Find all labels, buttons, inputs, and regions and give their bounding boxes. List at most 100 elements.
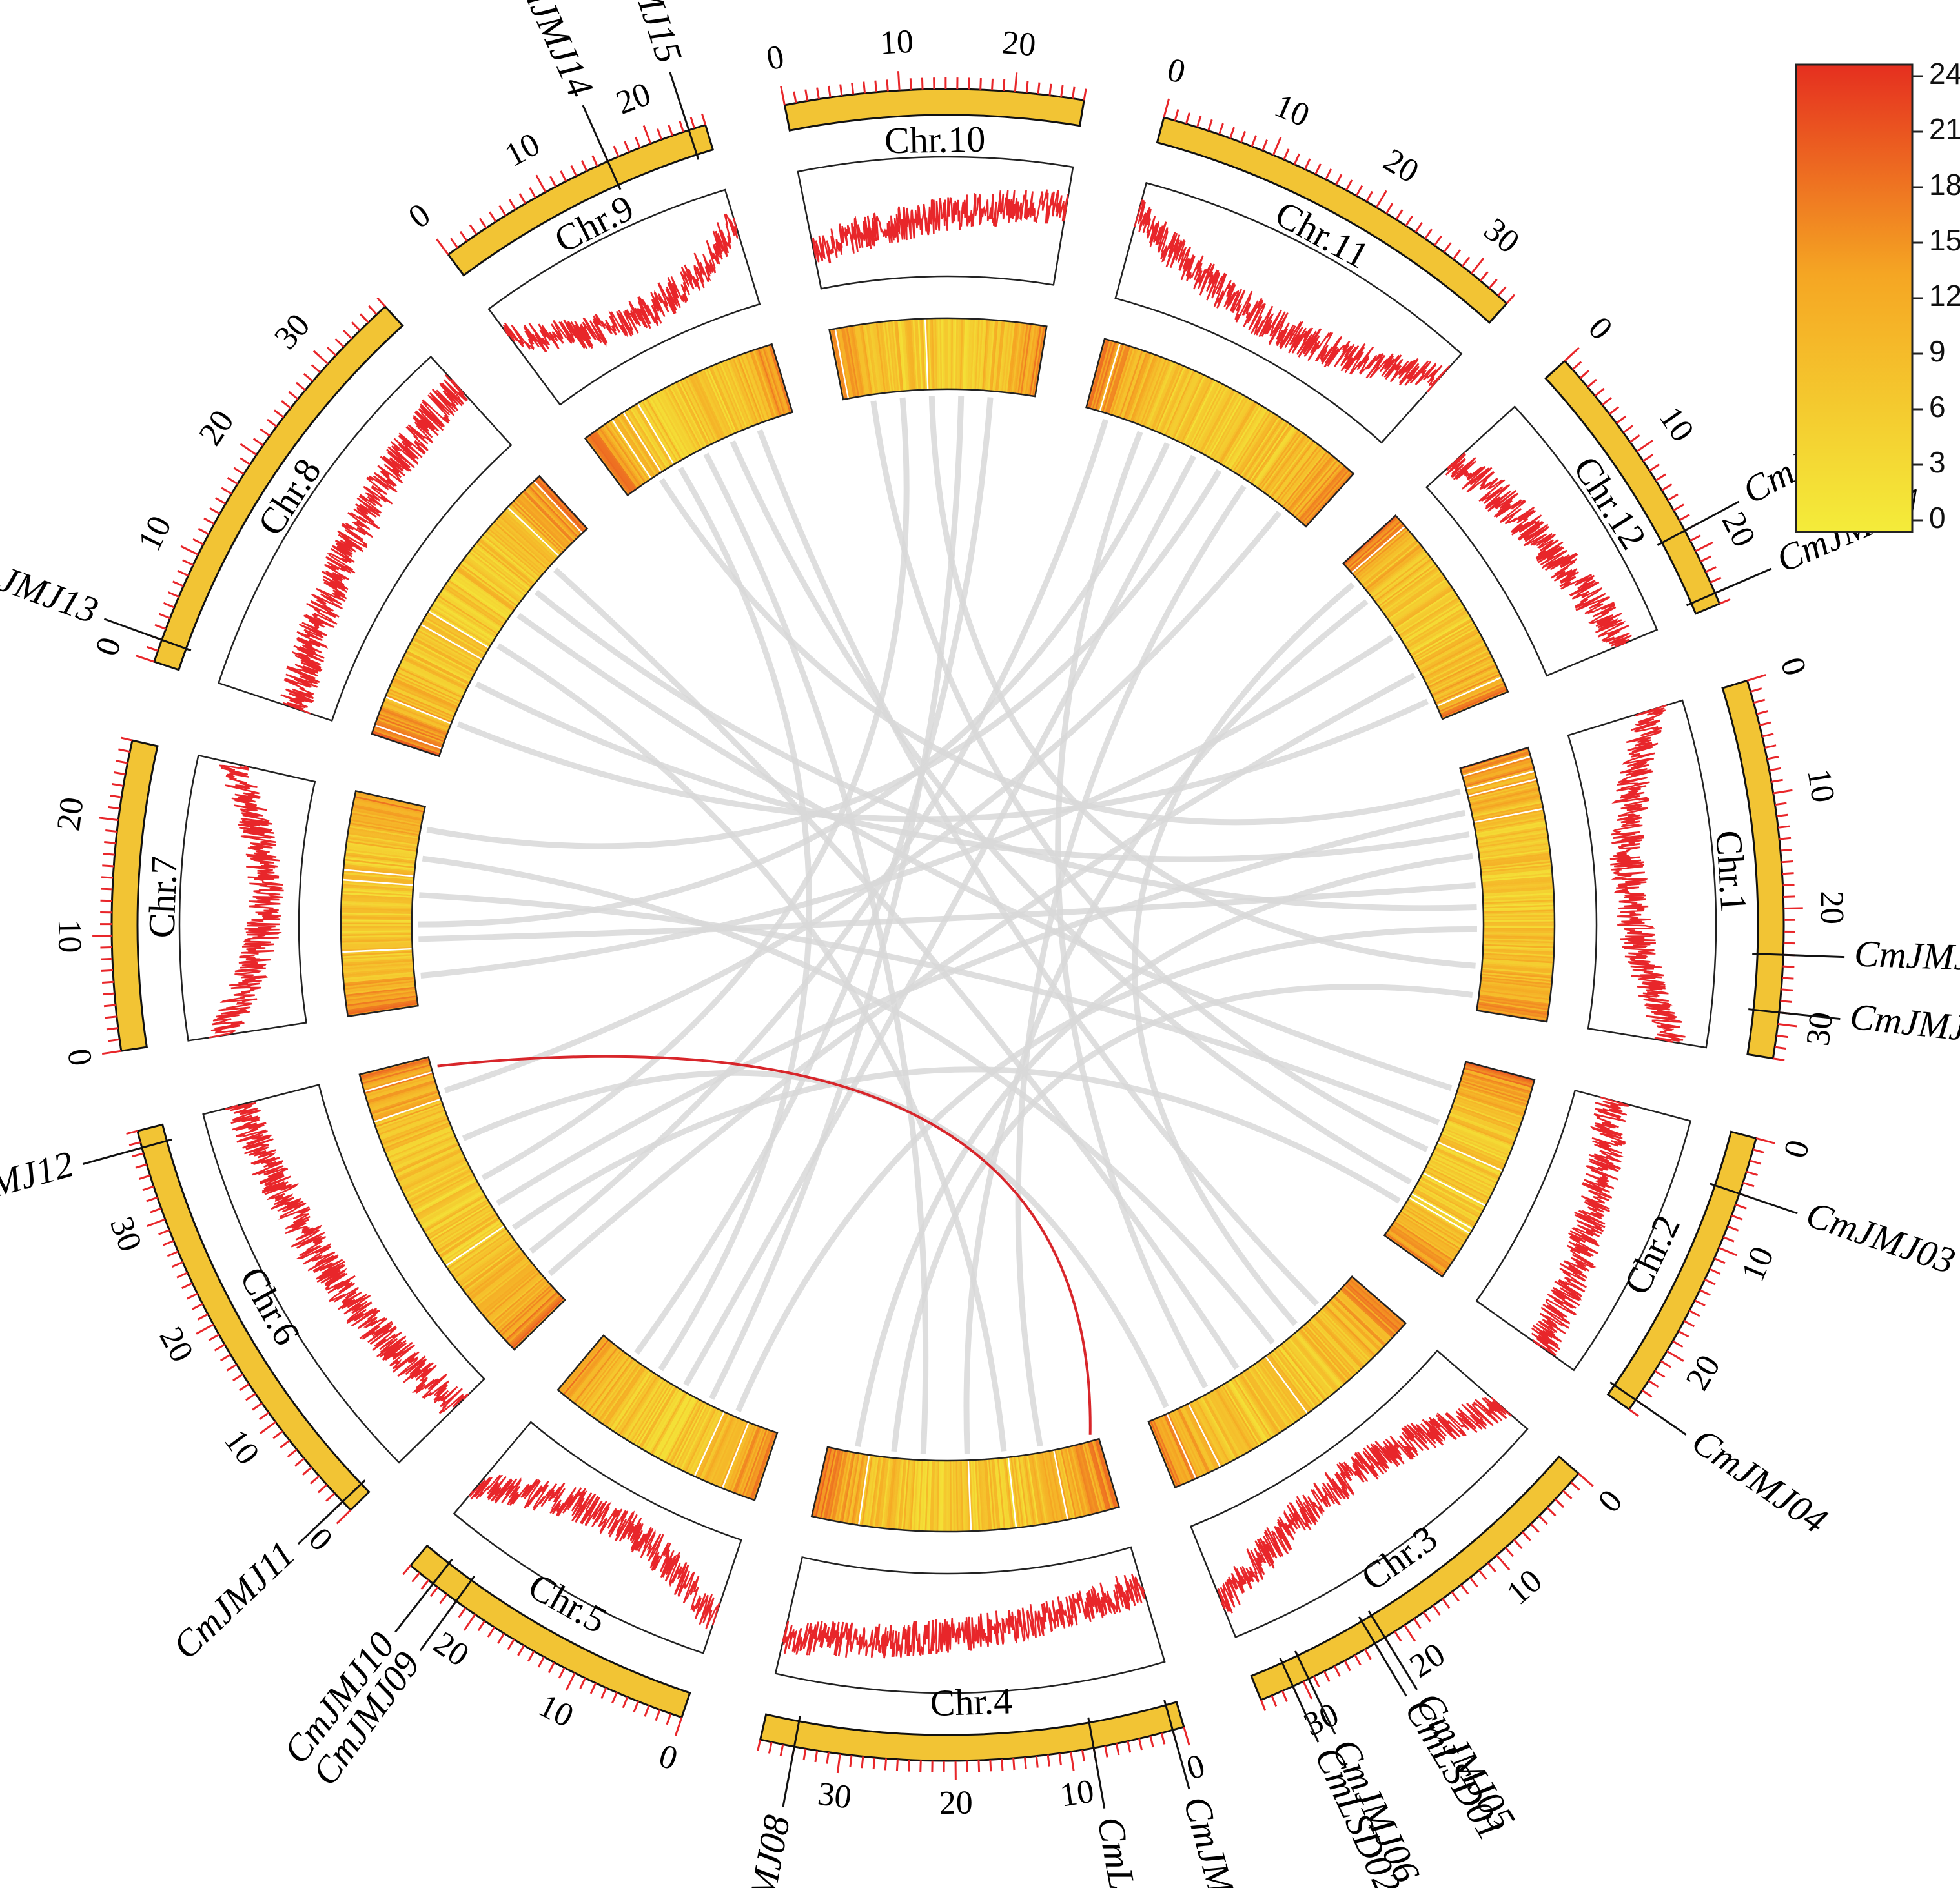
heatmap-bin bbox=[368, 1084, 437, 1107]
heatmap-bin bbox=[1482, 882, 1553, 889]
heatmap-bin bbox=[1136, 356, 1163, 424]
heatmap-chr2 bbox=[1383, 1061, 1536, 1278]
heatmap-bin bbox=[895, 320, 904, 392]
heatmap-bin bbox=[433, 1209, 495, 1248]
heatmap-bin bbox=[1480, 859, 1551, 869]
density-chr6 bbox=[202, 1084, 485, 1464]
heatmap-bin bbox=[1482, 966, 1553, 974]
heatmap-bin bbox=[1064, 1447, 1082, 1518]
heatmap-bin bbox=[1413, 1189, 1476, 1226]
heatmap-bin bbox=[1278, 1346, 1323, 1403]
heatmap-bin bbox=[1297, 1330, 1345, 1385]
heatmap-bin bbox=[622, 1377, 662, 1439]
heatmap-bin bbox=[1213, 398, 1251, 461]
heatmap-bin bbox=[345, 847, 416, 858]
heatmap-bin bbox=[1477, 833, 1548, 846]
synteny-link bbox=[420, 634, 1394, 979]
heatmap-bin bbox=[369, 1086, 438, 1110]
heatmap-bin bbox=[466, 553, 524, 599]
heatmap-bin bbox=[894, 1458, 903, 1530]
heatmap-bin bbox=[921, 1460, 926, 1532]
minor-tick bbox=[635, 136, 641, 148]
gene-label-cmjmj01: CmJMJ01 bbox=[1853, 932, 1960, 979]
heatmap-bin bbox=[1191, 384, 1226, 449]
heatmap-bin bbox=[1371, 554, 1429, 599]
heatmap-bin bbox=[1172, 374, 1205, 440]
heatmap-bin bbox=[637, 403, 675, 465]
minor-tick bbox=[208, 1334, 219, 1341]
heatmap-bin bbox=[382, 1119, 449, 1147]
heatmap-bin bbox=[1430, 1156, 1495, 1189]
heatmap-bin bbox=[1468, 781, 1538, 800]
heatmap-bin bbox=[343, 865, 415, 875]
heatmap-bin bbox=[986, 320, 994, 391]
heatmap-bin bbox=[1483, 945, 1555, 951]
heatmap-bin bbox=[726, 1423, 754, 1491]
heatmap-bin bbox=[1418, 634, 1482, 670]
heatmap-bin bbox=[660, 1397, 696, 1461]
heatmap-bin bbox=[1282, 451, 1329, 508]
heatmap-bin bbox=[1264, 435, 1309, 494]
heatmap-bin bbox=[439, 1217, 500, 1259]
heatmap-bin bbox=[815, 1447, 832, 1518]
heatmap-bin bbox=[662, 1397, 697, 1461]
heatmap-bin bbox=[443, 1223, 504, 1264]
heatmap-bin bbox=[1137, 357, 1164, 425]
heatmap-bin bbox=[930, 1460, 934, 1532]
heatmap-bin bbox=[1163, 369, 1194, 436]
heatmap-bin bbox=[1185, 380, 1218, 445]
minor-tick bbox=[167, 591, 179, 598]
heatmap-bin bbox=[380, 1113, 447, 1141]
heatmap-bin bbox=[842, 1452, 857, 1523]
karyotype-band bbox=[1606, 1130, 1757, 1411]
minor-tick bbox=[1782, 884, 1795, 887]
heatmap-bin bbox=[341, 907, 413, 911]
heatmap-bin bbox=[345, 991, 416, 1002]
heatmap-bin bbox=[1400, 600, 1462, 640]
synteny-link bbox=[511, 1066, 1401, 1230]
heatmap-bin bbox=[346, 995, 417, 1007]
heatmap-bin bbox=[875, 1457, 886, 1528]
heatmap-bin bbox=[457, 565, 516, 609]
heatmap-bin bbox=[864, 323, 876, 394]
heatmap-bin bbox=[584, 1354, 628, 1412]
heatmap-bin bbox=[884, 321, 893, 392]
heatmap-bin bbox=[1170, 372, 1201, 438]
heatmap-bin bbox=[864, 1456, 876, 1527]
heatmap-bin bbox=[342, 890, 413, 897]
heatmap-bin bbox=[405, 1166, 471, 1201]
heatmap-bin bbox=[949, 318, 952, 390]
heatmap-bin bbox=[1462, 1071, 1532, 1093]
heatmap-bin bbox=[617, 1374, 657, 1435]
gene-marker: CmJMJ04 bbox=[1609, 1381, 1835, 1541]
density-box bbox=[1567, 699, 1717, 1049]
heatmap-bin bbox=[1209, 1391, 1247, 1454]
heatmap-bin bbox=[456, 1239, 515, 1283]
heatmap-bin bbox=[464, 1249, 522, 1294]
heatmap-bin bbox=[393, 675, 460, 707]
heatmap-bin bbox=[1350, 1277, 1405, 1326]
heatmap-chr4 bbox=[810, 1437, 1121, 1533]
heatmap-bin bbox=[344, 982, 415, 991]
heatmap-bin bbox=[481, 1268, 537, 1315]
heatmap-bin bbox=[1415, 1185, 1478, 1222]
heatmap-bin bbox=[1007, 321, 1017, 393]
heatmap-bin bbox=[385, 696, 452, 724]
karyotype-chr10: 0 10 20 bbox=[764, 23, 1087, 132]
heatmap-bin bbox=[362, 1064, 431, 1084]
heatmap-bin bbox=[1284, 1340, 1331, 1397]
heatmap-bin bbox=[458, 1242, 517, 1286]
heatmap-bin bbox=[413, 1179, 477, 1215]
heatmap-bin bbox=[1385, 574, 1444, 617]
heatmap-bin bbox=[1092, 340, 1113, 410]
minor-tick bbox=[221, 487, 232, 495]
tick-label: 30 bbox=[815, 1775, 853, 1816]
minor-tick bbox=[1395, 209, 1404, 220]
heatmap-bin bbox=[529, 483, 580, 537]
heatmap-bin bbox=[1440, 687, 1507, 717]
heatmap-bin bbox=[343, 979, 415, 988]
minor-tick bbox=[1185, 112, 1190, 125]
minor-tick bbox=[1775, 802, 1787, 806]
minor-tick bbox=[1335, 174, 1343, 185]
heatmap-bin bbox=[1453, 1101, 1521, 1127]
